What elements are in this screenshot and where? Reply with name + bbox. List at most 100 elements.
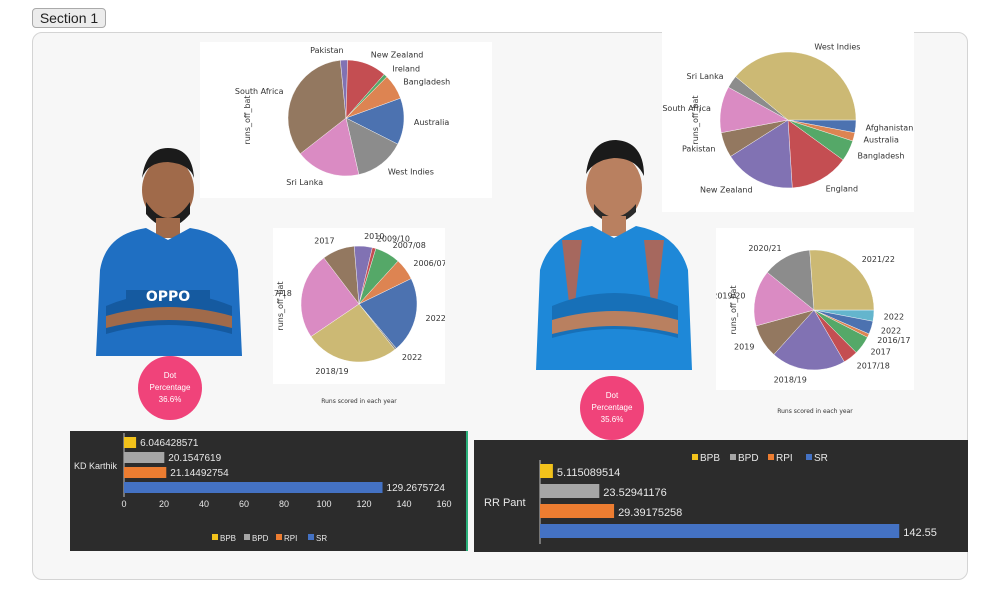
opponent-pie-chart-kd-karthik: runs_off_bat Australia West Indies Sri Lan…: [235, 46, 450, 187]
k-opp-slice-7: [345, 76, 401, 119]
k-legend-swatch-bpb: [212, 534, 218, 540]
undefined-legend-sr: SR: [814, 453, 828, 464]
k-xtick-0: 0: [121, 499, 126, 509]
k-value-rpi: 21.14492754: [170, 468, 229, 479]
p-year-label-4: 2017/18: [857, 362, 890, 371]
p-opp-label-5: Pakistan: [682, 145, 716, 154]
year-pie-caption: Runs scored in each year: [777, 408, 853, 415]
k-legend-swatch-rpi: [276, 534, 282, 540]
undefined-bar-sr: [540, 524, 900, 538]
k-year-slice-8: [358, 260, 412, 305]
k-legend-sr: SR: [316, 534, 327, 543]
k-xtick-1: 20: [159, 499, 169, 509]
opponent-pie-card-rr-pant: runs_off_bat Afghanistan Australia Banglad…: [662, 28, 914, 212]
k-year-label-8: 2006/07: [413, 259, 445, 268]
p-year-label-1: 2022: [881, 327, 901, 336]
k-opp-slice-1: [345, 117, 399, 175]
section-tab[interactable]: Section 1: [32, 8, 106, 28]
p-year-label-8: 2020/21: [748, 244, 781, 253]
k-bar-sr: [124, 482, 383, 493]
k-opp-label-5: New Zealand: [371, 51, 424, 60]
p-opp-slice-3: [787, 119, 844, 189]
p-opp-slice-4: [730, 119, 793, 189]
k-bar-rpi: [124, 467, 167, 478]
k-xtick-6: 120: [356, 499, 371, 509]
bar-chart-panel-kd-karthik: KD Karthik 6.046428571 20.1547619 21.14492…: [70, 431, 468, 551]
k-year-label-1: 2022: [402, 353, 422, 362]
p-opp-label-0: Afghanistan: [866, 123, 914, 132]
dot-percentage-kd-karthik: Dot Percentage 36.6%: [138, 356, 202, 420]
k-legend-swatch-sr: [308, 534, 314, 540]
k-opp-label-7: Bangladesh: [403, 77, 450, 86]
k-opp-label-6: Ireland: [392, 64, 420, 73]
k-year-label-3: 2017/18: [273, 289, 292, 298]
dot-subtitle: Percentage: [149, 383, 191, 392]
undefined-value-sr: 142.55: [903, 527, 937, 539]
undefined-legend-bpd: BPD: [738, 453, 759, 464]
undefined-bar-rpi: [540, 504, 615, 518]
k-year-label-5: 2010: [364, 232, 384, 241]
opponent-pie-card-kd-karthik: runs_off_bat Australia West Indies Sri Lan…: [200, 42, 492, 198]
k-opp-label-3: South Africa: [235, 87, 284, 96]
p-year-label-7: 2019/20: [716, 292, 745, 301]
p-year-label-6: 2019: [734, 343, 754, 352]
p-year-label-0: 2022: [884, 313, 904, 322]
undefined-legend-swatch-bpb: [692, 454, 698, 460]
k-xtick-8: 160: [436, 499, 451, 509]
k-year-label-2: 2018/19: [315, 367, 348, 376]
pie-ylabel: runs_off_bat: [276, 281, 285, 330]
k-year-label-6: 2009/10: [377, 234, 410, 243]
dot-value: 35.6%: [600, 415, 624, 424]
pie-ylabel: runs_off_bat: [691, 95, 700, 144]
undefined-legend-swatch-bpd: [730, 454, 736, 460]
pie-ylabel: runs_off_bat: [243, 95, 252, 144]
k-xtick-5: 100: [316, 499, 331, 509]
undefined-bar-bpd: [540, 484, 600, 498]
k-legend-bpd: BPD: [252, 534, 269, 543]
k-legend-swatch-bpd: [244, 534, 250, 540]
k-legend-rpi: RPI: [284, 534, 297, 543]
k-year-slice-0: [358, 278, 418, 349]
k-opp-slice-2: [300, 117, 360, 177]
year-pie-chart-rr-pant: runs_off_bat 202220222016/1720172017/182…: [712, 244, 910, 385]
k-opp-label-0: Australia: [414, 118, 449, 127]
k-xtick-4: 80: [279, 499, 289, 509]
k-year-label-7: 2007/08: [393, 241, 426, 250]
k-opp-label-2: Sri Lanka: [286, 178, 323, 187]
k-year-label-4: 2017: [314, 237, 334, 246]
p-opp-label-3: England: [826, 184, 858, 193]
player-name-label: KD Karthik: [74, 461, 118, 471]
player-photo-kd-karthik: OPPO: [86, 130, 250, 356]
k-opp-slice-3: [287, 60, 347, 154]
year-pie-caption: Runs scored in each year: [321, 398, 397, 405]
p-opp-label-1: Australia: [864, 135, 899, 144]
p-year-label-2: 2016/17: [877, 336, 910, 345]
p-opp-label-4: New Zealand: [700, 185, 753, 194]
dot-title: Dot: [163, 371, 177, 380]
k-value-bpd: 20.1547619: [168, 453, 221, 464]
dot-subtitle: Percentage: [591, 403, 633, 412]
p-year-slice-9: [809, 249, 875, 311]
k-bar-bpb: [124, 437, 137, 448]
undefined-legend-swatch-sr: [806, 454, 812, 460]
undefined-value-bpb: 5.115089514: [557, 467, 620, 479]
k-year-label-0: 2022: [426, 314, 445, 323]
k-year-slice-2: [310, 303, 396, 363]
p-year-slice-7: [753, 272, 815, 327]
undefined-bar-bpb: [540, 464, 553, 478]
k-opp-label-4: Pakistan: [310, 46, 344, 55]
dot-title: Dot: [605, 391, 619, 400]
year-pie-card-rr-pant: runs_off_bat 2022 2022 2016/17 2017 2017/18 2…: [712, 228, 914, 390]
k-year-slice-3: [300, 257, 360, 337]
k-value-sr: 129.2675724: [387, 483, 446, 494]
undefined-legend-rpi: RPI: [776, 453, 793, 464]
player-photo-rr-pant: [532, 130, 694, 370]
year-pie-card-kd-karthik: runs_off_bat 2022 2022 2018/19 2017/18 2017 2…: [259, 228, 447, 384]
p-year-label-9: 2021/22: [862, 255, 895, 264]
dot-percentage-rr-pant: Dot Percentage 35.6%: [580, 376, 644, 440]
bar-chart-panel-rr-pant: RR Pant 5.115089514 23.52941176 29.3917525…: [474, 440, 968, 552]
k-legend-bpb: BPB: [220, 534, 236, 543]
k-xtick-3: 60: [239, 499, 249, 509]
bar-chart-rr-pant: RR Pant 5.115089514 23.52941176 29.3917525…: [484, 453, 937, 544]
k-opp-label-1: West Indies: [388, 168, 434, 177]
